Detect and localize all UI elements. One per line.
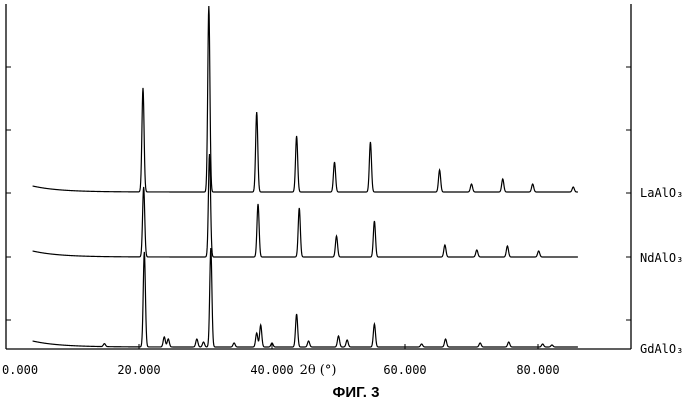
x-tick-label: 80.000: [516, 363, 559, 377]
y-axis-ticks: [6, 67, 631, 320]
series-line: [33, 154, 578, 257]
x-tick-label: 60.000: [383, 363, 426, 377]
x-tick-label: 20.000: [117, 363, 160, 377]
figure-caption: ФИГ. 3: [333, 384, 380, 400]
x-axis-label: 2θ (°): [300, 363, 337, 378]
series-line: [33, 6, 578, 192]
x-tick-label: 40.000: [250, 363, 293, 377]
series-layer: [33, 6, 578, 347]
series-label: GdAlO₃: [640, 342, 683, 356]
plot-frame: [6, 4, 631, 349]
x-tick-label: 0.000: [2, 363, 38, 377]
series-label: NdAlO₃: [640, 251, 683, 265]
series-label: LaAlO₃: [640, 186, 683, 200]
series-line: [33, 248, 578, 347]
series-labels: LaAlO₃ NdAlO₃ GdAlO₃: [640, 186, 683, 356]
